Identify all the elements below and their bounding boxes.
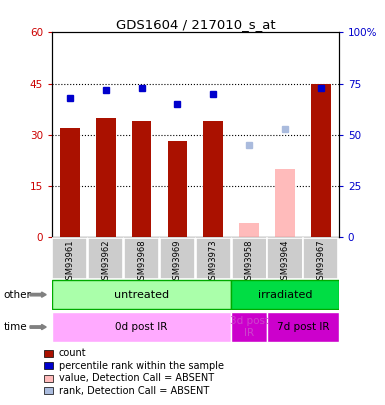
Bar: [203, 121, 223, 237]
Bar: [52, 280, 231, 309]
Bar: [232, 238, 267, 279]
Text: GSM93958: GSM93958: [244, 239, 254, 285]
Text: value, Detection Call = ABSENT: value, Detection Call = ABSENT: [59, 373, 214, 383]
Bar: [275, 169, 295, 237]
Bar: [132, 121, 151, 237]
Text: irradiated: irradiated: [258, 290, 312, 300]
Text: GSM93968: GSM93968: [137, 239, 146, 285]
Bar: [167, 141, 187, 237]
Text: other: other: [4, 290, 32, 300]
Text: GSM93967: GSM93967: [316, 239, 325, 285]
Text: count: count: [59, 348, 86, 358]
Text: percentile rank within the sample: percentile rank within the sample: [59, 361, 224, 371]
Bar: [231, 280, 339, 309]
Bar: [88, 238, 123, 279]
Title: GDS1604 / 217010_s_at: GDS1604 / 217010_s_at: [116, 18, 275, 31]
Bar: [231, 313, 267, 342]
Bar: [303, 238, 338, 279]
Bar: [196, 238, 231, 279]
Bar: [52, 238, 87, 279]
Text: untreated: untreated: [114, 290, 169, 300]
Text: time: time: [4, 322, 27, 332]
Bar: [267, 313, 339, 342]
Bar: [60, 128, 80, 237]
Bar: [160, 238, 195, 279]
Bar: [268, 238, 303, 279]
Bar: [239, 223, 259, 237]
Text: GSM93961: GSM93961: [65, 239, 74, 285]
Bar: [52, 313, 231, 342]
Text: GSM93973: GSM93973: [209, 239, 218, 285]
Text: GSM93964: GSM93964: [281, 239, 290, 285]
Text: GSM93969: GSM93969: [173, 239, 182, 285]
Text: GSM93962: GSM93962: [101, 239, 110, 285]
Text: 0d post IR: 0d post IR: [116, 322, 168, 332]
Text: 7d post IR: 7d post IR: [277, 322, 329, 332]
Bar: [124, 238, 159, 279]
Text: 3d post
IR: 3d post IR: [229, 316, 269, 338]
Text: rank, Detection Call = ABSENT: rank, Detection Call = ABSENT: [59, 386, 209, 396]
Bar: [96, 117, 115, 237]
Bar: [311, 83, 331, 237]
